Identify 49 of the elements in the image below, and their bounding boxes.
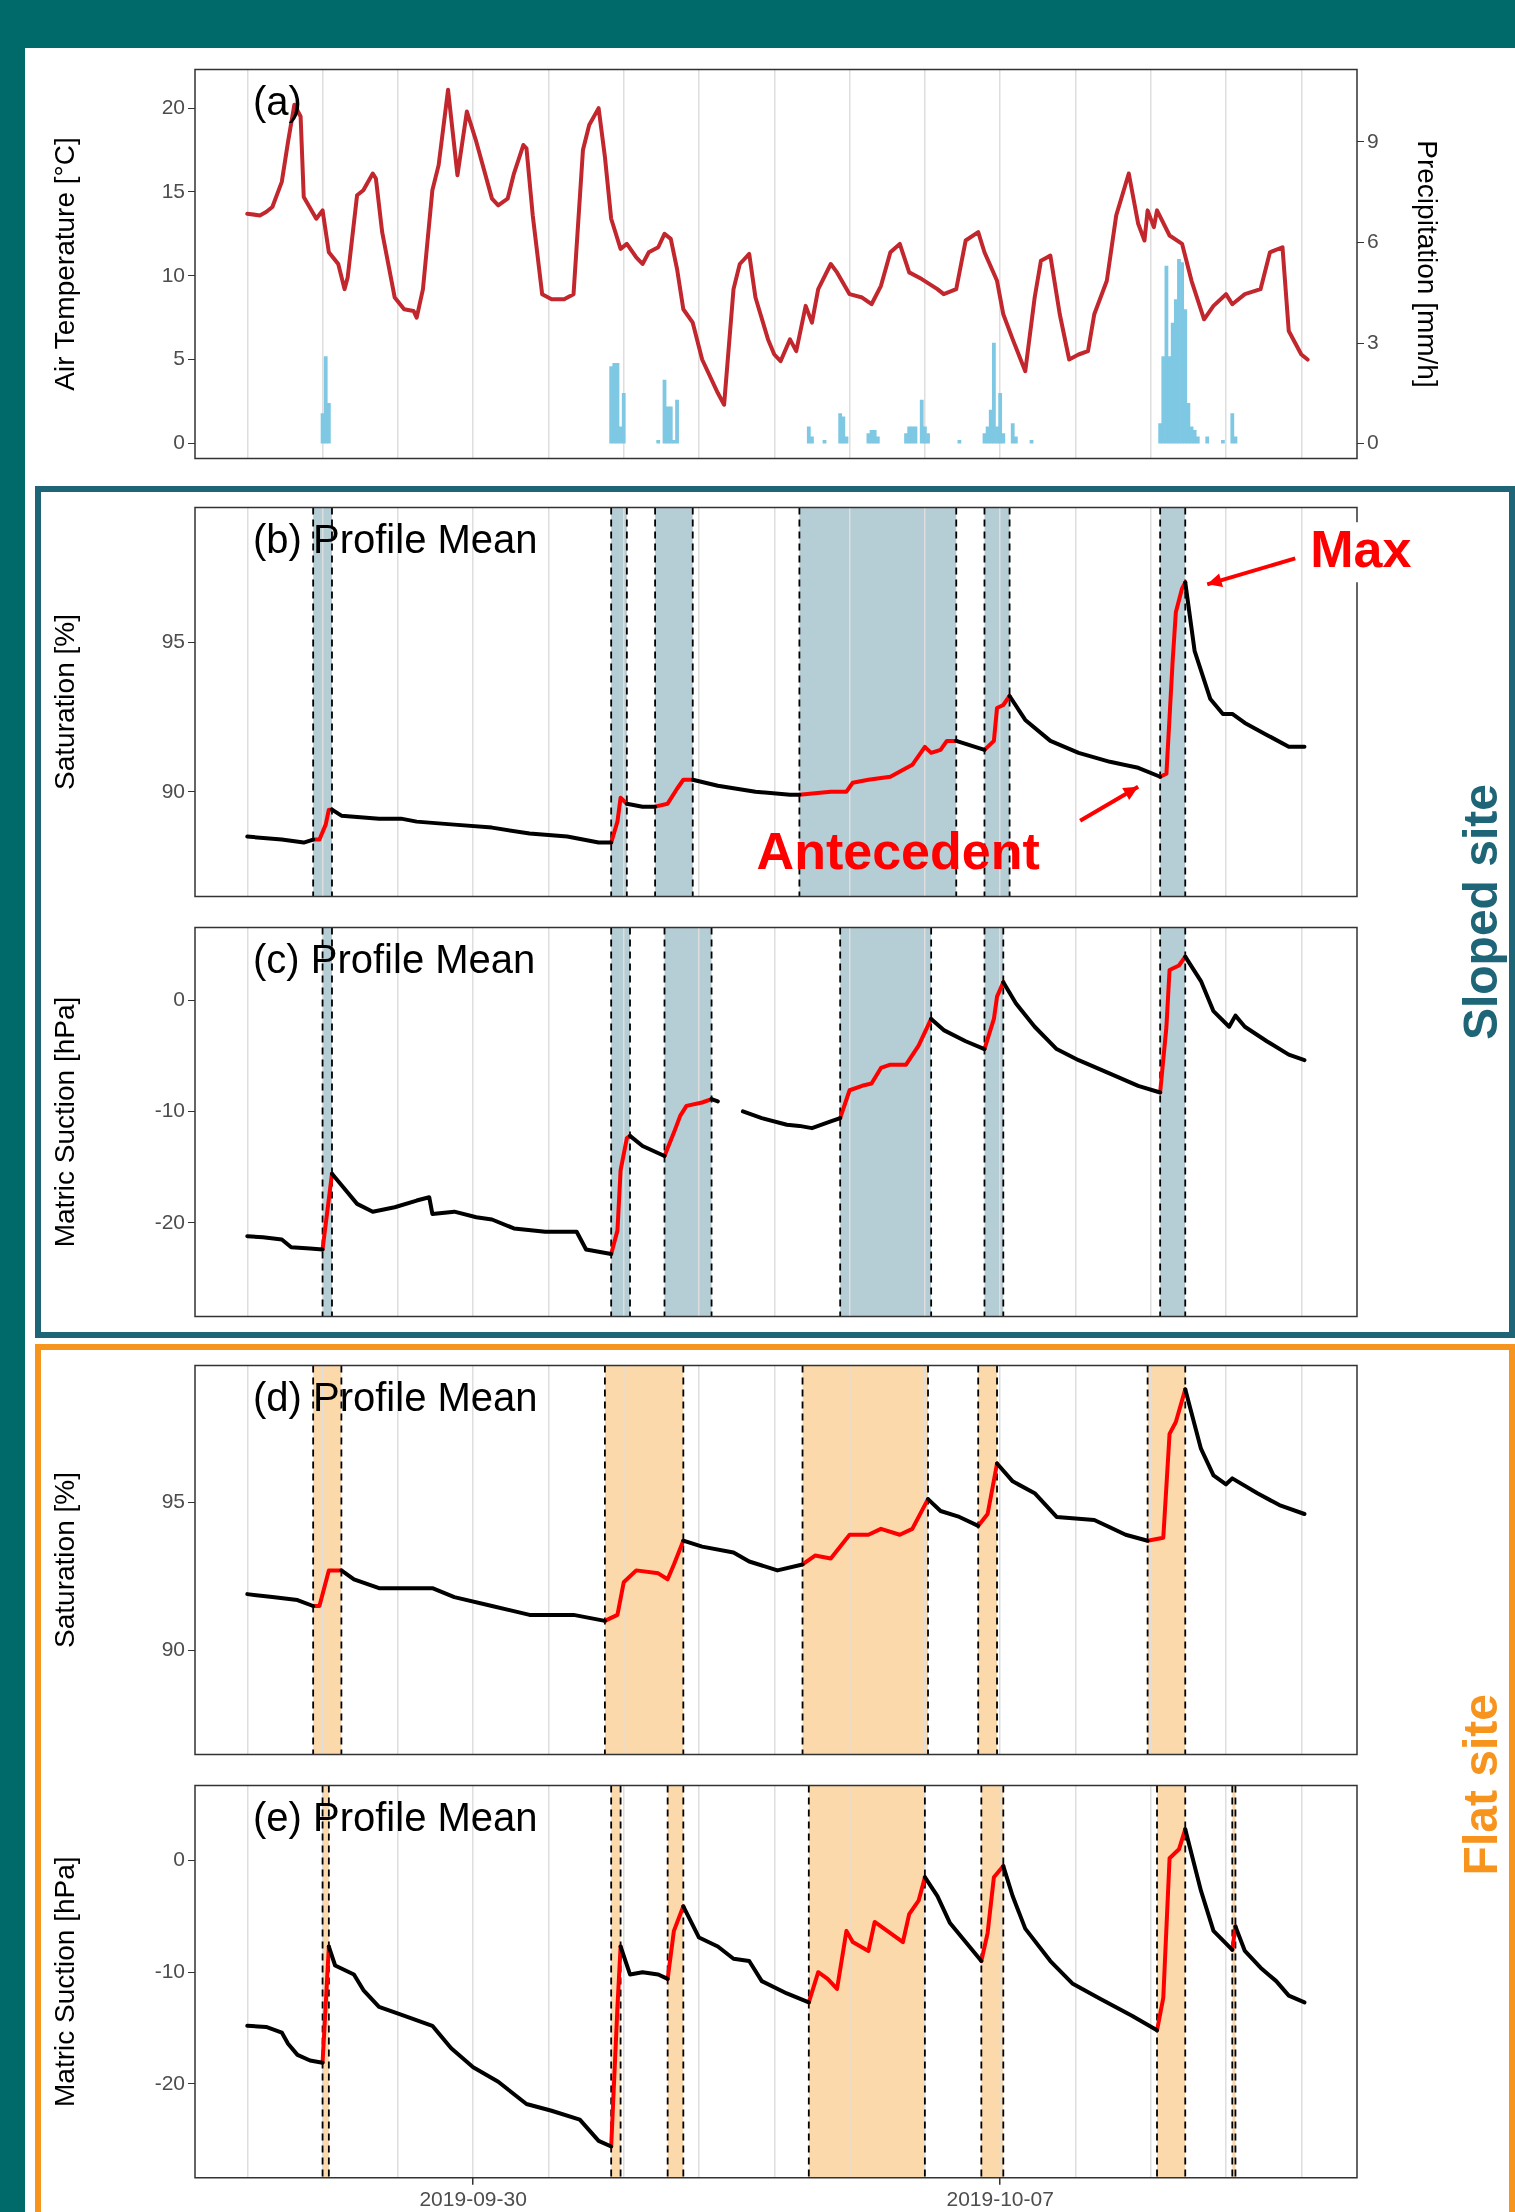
bar bbox=[656, 439, 661, 444]
text: Flat site bbox=[1452, 1694, 1508, 1876]
bar bbox=[991, 342, 996, 444]
y2-tick-label: 3 bbox=[1367, 329, 1379, 353]
bar bbox=[919, 399, 924, 444]
y-tick-label: -10 bbox=[154, 1959, 185, 1982]
bar bbox=[1010, 423, 1015, 444]
chart-title: (d) Profile Mean bbox=[253, 1374, 538, 1419]
bar bbox=[323, 356, 328, 444]
bar bbox=[957, 439, 962, 444]
x-tick-label: 2019-10-07 bbox=[946, 2187, 1054, 2211]
text: Sloped site bbox=[1452, 783, 1508, 1041]
bar bbox=[806, 426, 811, 444]
bar bbox=[1220, 439, 1225, 444]
annotation: Antecedent bbox=[756, 822, 1040, 881]
bar bbox=[998, 393, 1003, 444]
annotation: Max bbox=[1310, 519, 1412, 578]
y-tick-label: 10 bbox=[161, 262, 185, 286]
y-tick-label: 0 bbox=[173, 986, 185, 1010]
chart-title: (e) Profile Mean bbox=[253, 1794, 538, 1839]
y-tick-label: -20 bbox=[154, 2070, 185, 2094]
y-tick-label: 15 bbox=[161, 178, 185, 202]
y2-axis-title: Precipitation [mm/h] bbox=[1412, 140, 1444, 388]
chart-title: (b) Profile Mean bbox=[253, 516, 538, 561]
bar bbox=[621, 393, 626, 444]
chart-title: (c) Profile Mean bbox=[253, 936, 536, 981]
y-axis-title: Matric Suction [hPa] bbox=[48, 996, 80, 1248]
y-tick-label: 90 bbox=[161, 1637, 185, 1661]
bar bbox=[1205, 436, 1210, 444]
y-tick-label: 0 bbox=[173, 430, 185, 454]
x-tick-label: 2019-09-30 bbox=[419, 2187, 527, 2211]
y-tick-label: 90 bbox=[161, 778, 185, 802]
y-tick-label: 20 bbox=[161, 94, 185, 118]
y2-tick-label: 6 bbox=[1367, 229, 1379, 253]
y-tick-label: 0 bbox=[173, 1847, 185, 1871]
bar bbox=[1230, 413, 1235, 444]
bar bbox=[675, 399, 679, 444]
y2-tick-label: 9 bbox=[1367, 128, 1379, 152]
y-tick-label: 5 bbox=[173, 346, 185, 370]
y-tick-label: 95 bbox=[161, 628, 185, 652]
chart-title: (a) bbox=[253, 78, 302, 123]
y-tick-label: -10 bbox=[154, 1098, 185, 1122]
y-axis-title: Saturation [%] bbox=[48, 1472, 80, 1648]
y-axis-title: Saturation [%] bbox=[48, 614, 80, 790]
y-tick-label: -20 bbox=[154, 1209, 185, 1233]
y-axis-title: Air Temperature [°C] bbox=[48, 137, 80, 391]
y-tick-label: 95 bbox=[161, 1488, 185, 1512]
y2-tick-label: 0 bbox=[1367, 430, 1379, 454]
y-axis-title: Matric Suction [hPa] bbox=[48, 1856, 80, 2107]
